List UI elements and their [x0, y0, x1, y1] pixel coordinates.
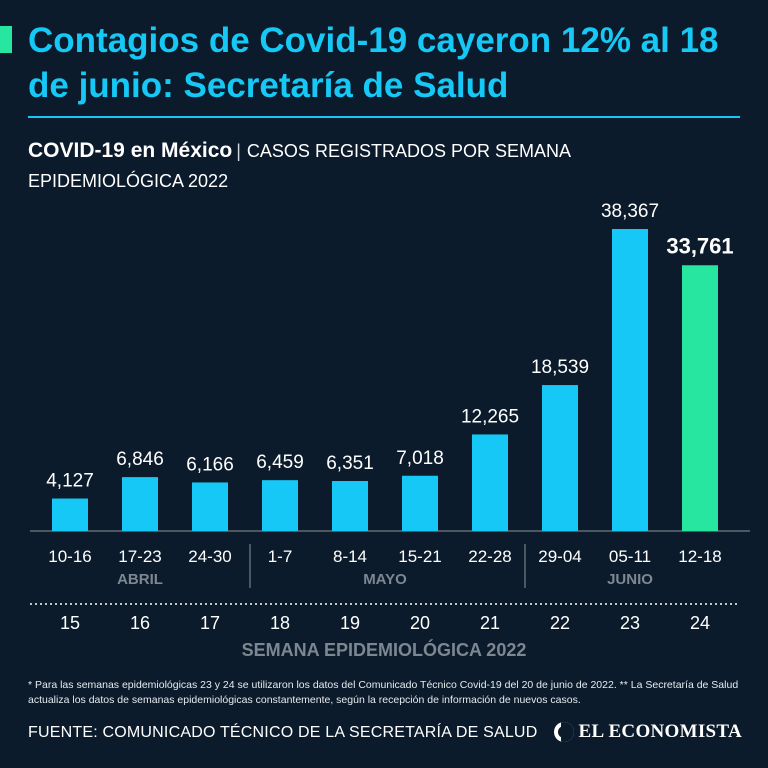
month-label: MAYO [363, 571, 407, 588]
category-label: 29-04 [538, 547, 581, 566]
bar-12-18 [682, 265, 718, 531]
page-title: Contagios de Covid-19 cayeron 12% al 18 … [28, 21, 719, 105]
accent-bar [0, 26, 12, 53]
subtitle-strong: COVID-19 en México [28, 139, 233, 162]
week-number-label: 21 [480, 613, 500, 633]
month-label: ABRIL [117, 571, 163, 588]
logo-icon [553, 722, 574, 742]
x-axis-title: SEMANA EPIDEMIOLÓGICA 2022 [242, 639, 527, 660]
el-economista-logo: EL ECONOMISTA [553, 721, 743, 743]
value-label: 6,166 [186, 454, 234, 475]
logo-text: EL ECONOMISTA [578, 721, 742, 742]
category-label: 8-14 [333, 547, 367, 566]
bar-1-7 [262, 480, 298, 531]
bar-chart: 4,127 10-16 15 6,846 17-23 16 6,166 24-30 17 6,45… [30, 201, 750, 660]
value-label: 12,265 [461, 406, 519, 427]
category-label: 12-18 [678, 547, 721, 566]
week-number-label: 22 [550, 613, 570, 633]
week-number-label: 20 [410, 613, 430, 633]
week-number-label: 15 [60, 613, 80, 633]
bar-24-30 [192, 482, 228, 531]
value-label: 6,846 [116, 449, 164, 470]
value-label: 6,351 [326, 453, 374, 474]
category-label: 22-28 [468, 547, 511, 566]
value-label: 38,367 [601, 201, 659, 222]
title-divider [28, 116, 740, 118]
bar-15-21 [402, 475, 438, 531]
chart-subtitle: COVID-19 en México | CASOS REGISTRADOS POR… [28, 136, 728, 196]
bar-22-28 [472, 434, 508, 531]
value-label: 18,539 [531, 357, 589, 378]
category-label: 05-11 [609, 547, 651, 566]
week-number-label: 18 [270, 613, 290, 633]
week-number-label: 16 [130, 613, 150, 633]
footnote: * Para las semanas epidemiológicas 23 y … [28, 679, 739, 706]
bar-17-23 [122, 477, 158, 531]
category-label: 24-30 [188, 547, 231, 566]
bar-29-04 [542, 385, 578, 531]
category-label: 10-16 [48, 547, 91, 566]
category-label: 17-23 [118, 547, 161, 566]
value-label: 33,761 [666, 233, 733, 258]
subtitle-rest: CASOS REGISTRADOS POR SEMANA EPIDEMIOLÓG… [28, 141, 570, 191]
week-number-label: 24 [690, 613, 710, 633]
week-number-label: 23 [620, 613, 640, 633]
week-number-label: 17 [200, 613, 220, 633]
value-label: 6,459 [256, 452, 304, 473]
value-label: 7,018 [396, 448, 444, 469]
value-label: 4,127 [46, 471, 94, 492]
week-number-label: 19 [340, 613, 360, 633]
bar-10-16 [52, 498, 88, 531]
category-label: 1-7 [268, 547, 293, 566]
source-text: FUENTE: COMUNICADO TÉCNICO DE LA SECRETA… [28, 724, 538, 741]
subtitle-separator: | [236, 141, 241, 161]
category-label: 15-21 [398, 547, 441, 566]
month-label: JUNIO [607, 571, 653, 588]
bar-8-14 [332, 481, 368, 531]
bar-05-11 [612, 229, 648, 531]
